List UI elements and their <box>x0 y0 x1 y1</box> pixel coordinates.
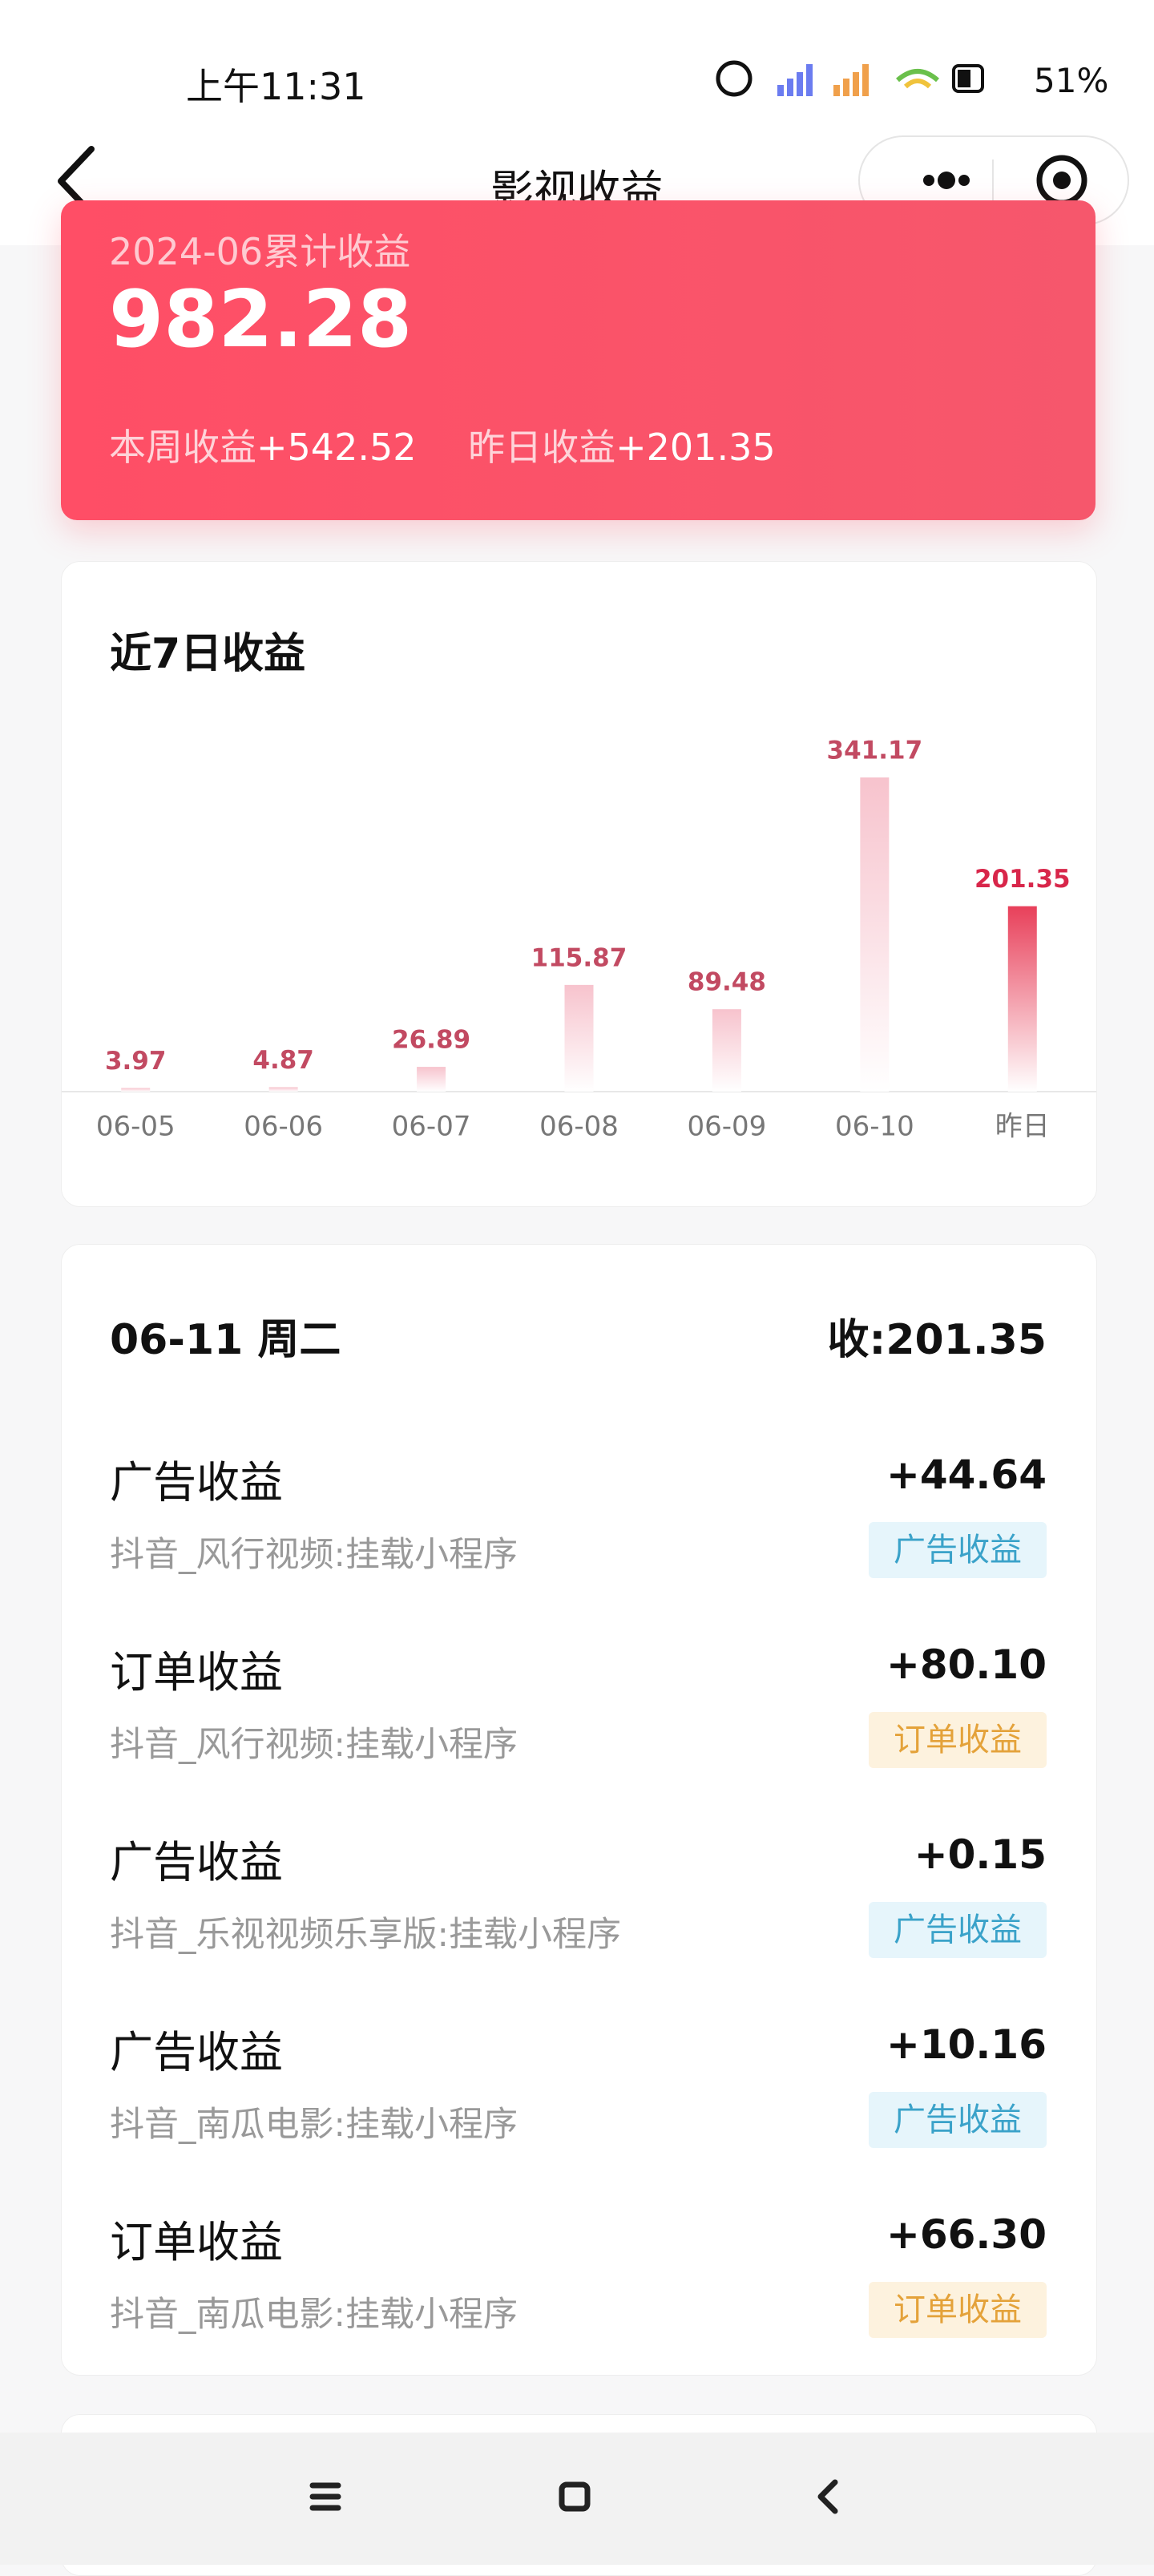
system-nav <box>0 2433 1154 2565</box>
week-label: 本周收益 <box>109 426 256 469</box>
chart-title: 近7日收益 <box>110 630 306 678</box>
x-tick-label: 昨日 <box>995 1111 1050 1143</box>
x-tick-label: 06-07 <box>392 1111 471 1143</box>
bar <box>564 984 594 1092</box>
detail-card: 06-11 周二 收:201.35 广告收益 抖音_风行视频:挂载小程序 +44.6… <box>61 1244 1097 2376</box>
yesterday-label: 昨日收益 <box>468 426 616 469</box>
x-tick-label: 06-09 <box>688 1111 767 1143</box>
x-tick-label: 06-06 <box>244 1111 323 1143</box>
item-amount: +80.10 <box>886 1641 1047 1688</box>
bar <box>1007 906 1037 1092</box>
item-tag: 广告收益 <box>869 2092 1047 2148</box>
summary-total: 982.28 <box>109 274 413 365</box>
item-source: 抖音_南瓜电影:挂载小程序 <box>110 2295 518 2335</box>
bar <box>417 1067 446 1092</box>
item-source: 抖音_风行视频:挂载小程序 <box>110 1725 518 1765</box>
bar <box>121 1088 151 1092</box>
chart: 3.97 06-05 4.87 06-06 26.89 06-07 115.87 06-08 8… <box>62 737 1096 1143</box>
item-title: 广告收益 <box>110 1837 283 1888</box>
detail-date: 06-11 周二 <box>110 1316 341 1364</box>
status-icons <box>716 60 984 97</box>
item-tag: 广告收益 <box>869 1902 1047 1958</box>
chart-card: 近7日收益 3.97 06-05 4.87 06-06 26.89 06-07 115.87… <box>61 561 1097 1207</box>
value-label: 4.87 <box>252 1046 314 1075</box>
status-bar: 上午11:31 51% <box>0 0 1154 120</box>
time: 上午11:31 <box>186 65 366 108</box>
summary-label: 2024-06累计收益 <box>109 230 411 273</box>
bar <box>860 777 890 1092</box>
summary-card: 2024-06累计收益 982.28 本周收益+542.52 昨日收益+201.… <box>61 200 1095 520</box>
item-tag: 订单收益 <box>869 1712 1047 1768</box>
item-title: 广告收益 <box>110 1457 283 1508</box>
item-source: 抖音_风行视频:挂载小程序 <box>110 1535 518 1575</box>
bar <box>712 1009 741 1092</box>
value-label: 201.35 <box>974 865 1071 894</box>
item-title: 订单收益 <box>110 1647 283 1698</box>
week-value: +542.52 <box>256 426 417 469</box>
battery: 51% <box>1034 61 1109 100</box>
x-tick-label: 06-08 <box>539 1111 619 1143</box>
item-tag: 订单收益 <box>869 2282 1047 2338</box>
item-amount: +0.15 <box>914 1831 1047 1878</box>
item-amount: +66.30 <box>886 2211 1047 2258</box>
value-label: 26.89 <box>392 1026 470 1055</box>
bar <box>268 1087 298 1092</box>
summary-sub: 本周收益+542.52 昨日收益+201.35 <box>109 418 776 471</box>
value-label: 3.97 <box>105 1047 167 1076</box>
x-tick-label: 06-10 <box>835 1111 914 1143</box>
item-title: 广告收益 <box>110 2027 283 2077</box>
item-amount: +44.64 <box>886 1452 1047 1498</box>
value-label: 341.17 <box>827 737 923 765</box>
x-tick-label: 06-05 <box>96 1111 176 1143</box>
item-source: 抖音_乐视视频乐享版:挂载小程序 <box>110 1915 621 1955</box>
value-label: 89.48 <box>688 968 766 997</box>
item-amount: +10.16 <box>886 2021 1047 2068</box>
item-source: 抖音_南瓜电影:挂载小程序 <box>110 2105 518 2145</box>
yesterday-value: +201.35 <box>615 426 776 469</box>
item-tag: 广告收益 <box>869 1522 1047 1578</box>
item-title: 订单收益 <box>110 2217 283 2267</box>
system-nav-icons <box>309 2479 838 2514</box>
value-label: 115.87 <box>531 943 627 972</box>
detail-total: 收:201.35 <box>827 1316 1047 1364</box>
